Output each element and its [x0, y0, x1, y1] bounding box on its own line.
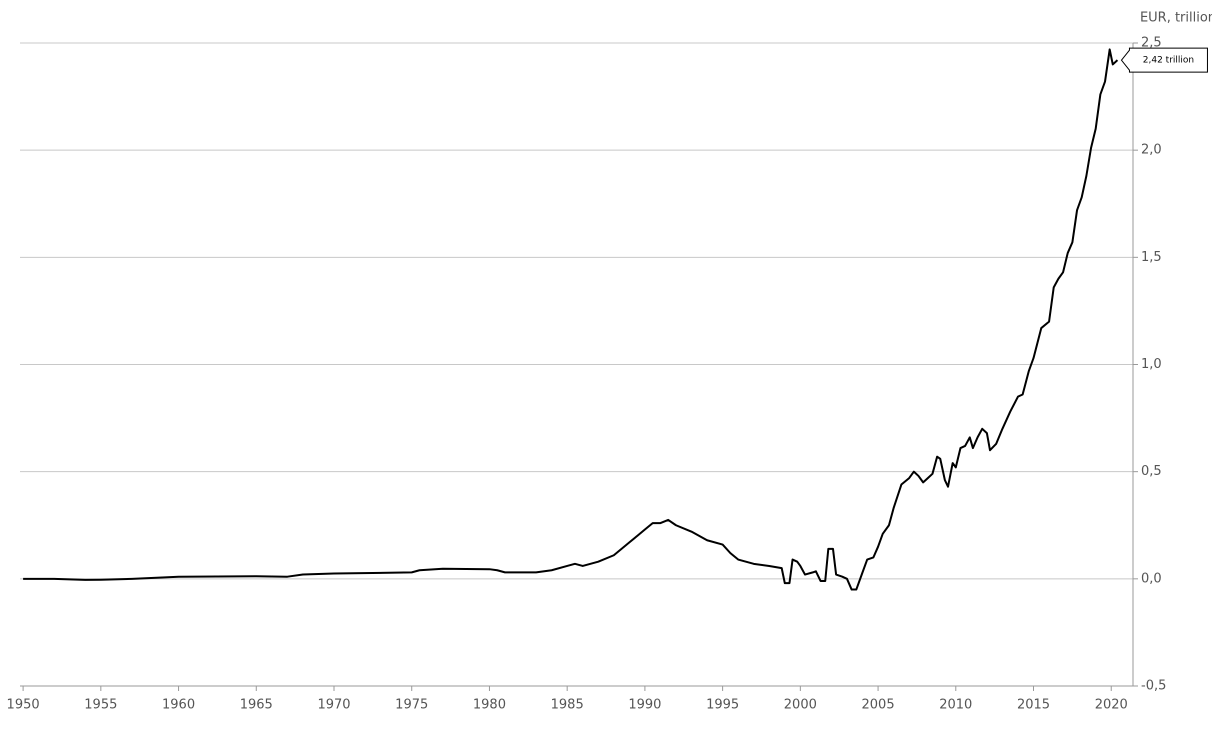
y-tick-label: -0,5 — [1141, 679, 1166, 694]
x-tick-label: 1965 — [240, 698, 273, 713]
y-tick-label: 1,0 — [1141, 357, 1162, 372]
x-tick-label: 1955 — [84, 698, 117, 713]
y-tick-label: 0,5 — [1141, 464, 1162, 479]
y-tick-label: 2,0 — [1141, 143, 1162, 158]
x-tick-label: 1995 — [706, 698, 739, 713]
x-tick-label: 1950 — [7, 698, 40, 713]
x-tick-label: 2015 — [1017, 698, 1050, 713]
y-axis-label: EUR, trillion — [1140, 11, 1212, 26]
y-tick-label: 2,5 — [1141, 36, 1162, 51]
y-tick-label: 0,0 — [1141, 571, 1162, 586]
x-tick-label: 1985 — [551, 698, 584, 713]
x-tick-label: 2005 — [862, 698, 895, 713]
x-tick-label: 2010 — [939, 698, 972, 713]
x-tick-label: 2000 — [784, 698, 817, 713]
x-tick-label: 1970 — [317, 698, 350, 713]
x-tick-label: 1980 — [473, 698, 506, 713]
annotation-box — [1120, 47, 1208, 73]
annotation: 2,42 trillion — [1143, 56, 1194, 66]
y-tick-label: 1,5 — [1141, 250, 1162, 265]
x-tick-label: 2020 — [1095, 698, 1128, 713]
x-tick-label: 1975 — [395, 698, 428, 713]
x-tick-label: 1960 — [162, 698, 195, 713]
x-tick-label: 1990 — [628, 698, 661, 713]
data-line — [23, 48, 1119, 591]
